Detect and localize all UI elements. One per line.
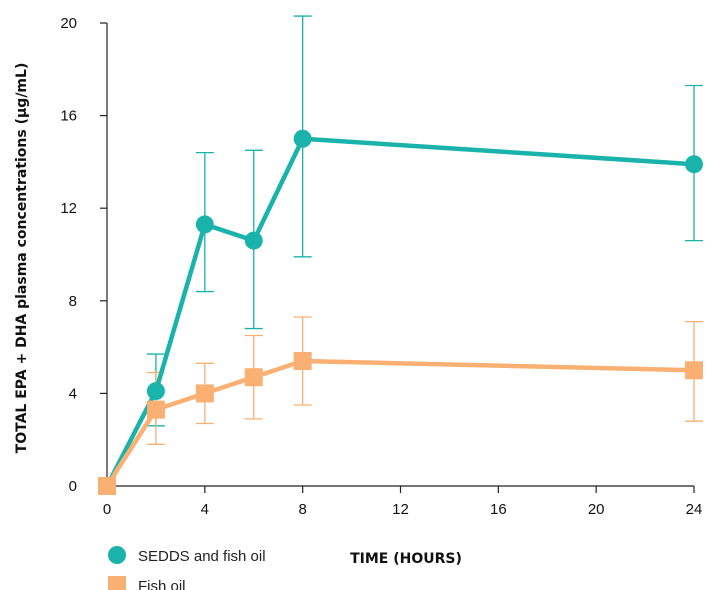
data-point-fish-oil xyxy=(98,477,116,495)
legend-marker-fish-oil xyxy=(108,576,126,590)
x-tick-label: 24 xyxy=(686,501,703,518)
y-tick-label: 0 xyxy=(69,478,77,495)
data-point-fish-oil xyxy=(685,361,703,380)
series-line-fish-oil xyxy=(105,358,695,488)
x-tick-label: 16 xyxy=(490,501,507,518)
data-point-sedds xyxy=(195,215,214,234)
y-axis-title: TOTAL EPA + DHA plasma concentrations (µ… xyxy=(14,63,30,454)
data-point-sedds xyxy=(244,231,263,250)
x-tick-label: 12 xyxy=(392,501,409,518)
x-tick-label: 0 xyxy=(103,501,111,518)
axes xyxy=(100,22,695,493)
data-point-fish-oil xyxy=(244,368,263,387)
y-tick-label: 12 xyxy=(60,200,77,217)
x-tick-label: 20 xyxy=(588,501,605,518)
data-point-fish-oil xyxy=(293,351,312,370)
y-tick-label: 8 xyxy=(69,293,77,310)
x-tick-label: 8 xyxy=(298,501,306,518)
series-line-sedds xyxy=(104,136,695,488)
error-bars xyxy=(146,15,703,445)
tick-labels: 0 4 8 12 16 20 0 4 8 12 16 20 24 xyxy=(60,15,702,518)
data-point-fish-oil xyxy=(195,384,214,403)
x-tick-label: 4 xyxy=(201,501,209,518)
data-point-sedds xyxy=(293,129,312,148)
data-markers xyxy=(98,129,703,495)
legend-label-sedds: SEDDS and fish oil xyxy=(138,548,266,565)
y-tick-label: 20 xyxy=(60,15,77,32)
series-lines xyxy=(104,136,695,488)
data-point-sedds xyxy=(685,155,703,174)
legend-marker-sedds xyxy=(108,546,126,564)
data-point-sedds xyxy=(146,382,165,401)
data-point-fish-oil xyxy=(146,400,165,419)
y-tick-label: 16 xyxy=(60,108,77,125)
y-tick-label: 4 xyxy=(69,385,77,402)
legend-label-fish-oil: Fish oil xyxy=(138,578,186,590)
legend: SEDDS and fish oil Fish oil xyxy=(108,546,266,590)
x-axis-title: TIME (HOURS) xyxy=(350,551,462,567)
